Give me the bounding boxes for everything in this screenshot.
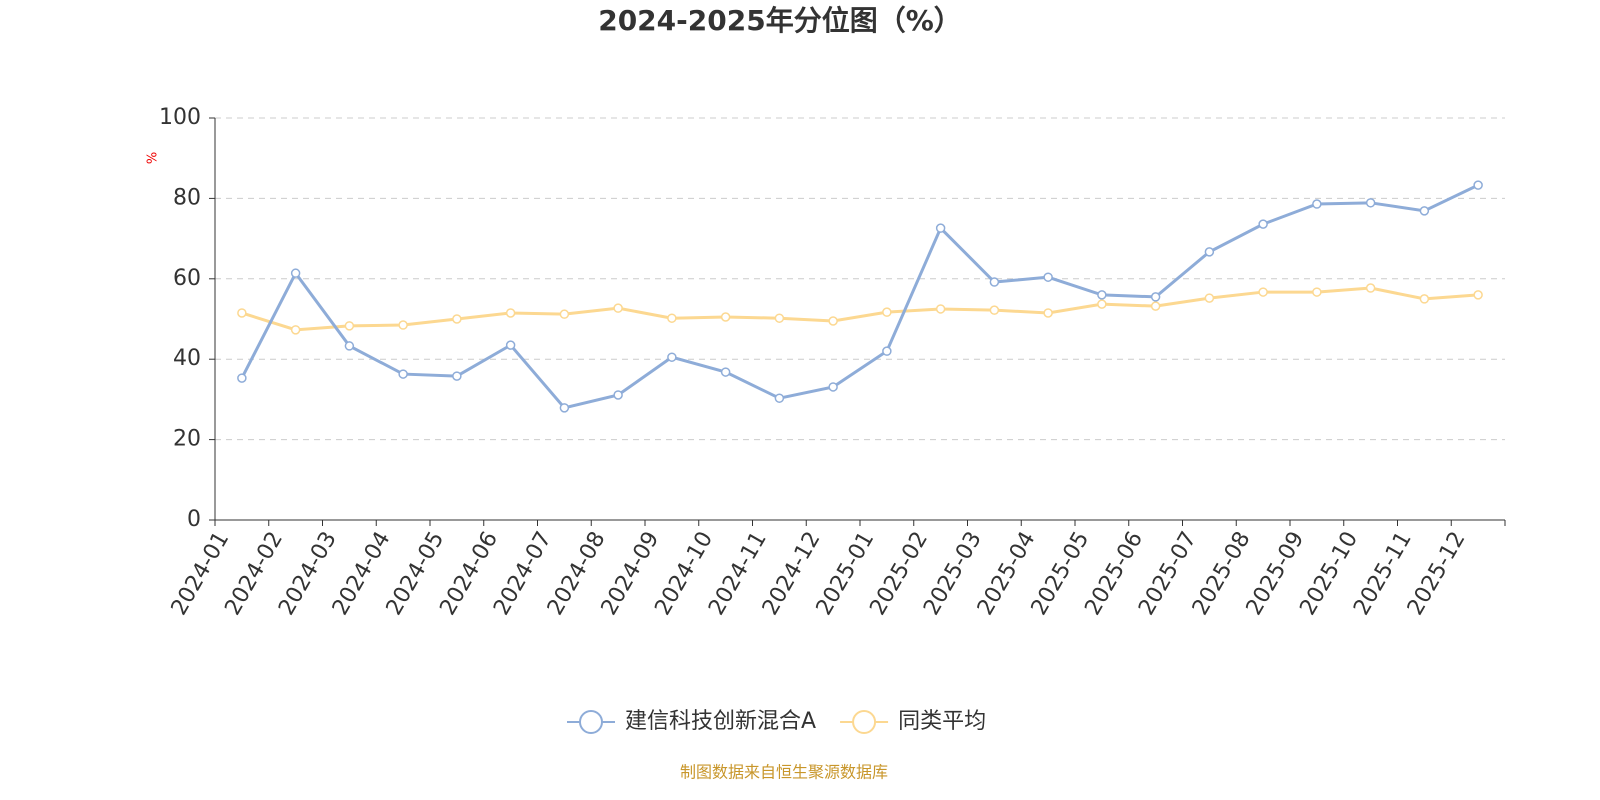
chart-title: 2024-2025年分位图（%） <box>598 4 962 37</box>
data-point <box>720 367 731 377</box>
data-point <box>1150 301 1161 311</box>
data-point <box>1258 219 1268 229</box>
data-point <box>1419 294 1430 304</box>
data-point <box>1365 198 1376 208</box>
data-point <box>559 309 570 319</box>
data-point <box>935 304 946 314</box>
data-point <box>398 320 408 330</box>
data-point <box>1204 247 1215 257</box>
data-point <box>1043 272 1053 282</box>
data-point <box>667 352 677 362</box>
data-point <box>882 307 892 317</box>
data-point <box>1365 283 1376 293</box>
data-point <box>1473 290 1483 300</box>
y-tick-label: 40 <box>173 346 201 371</box>
y-axis-label: % <box>146 152 161 164</box>
data-point <box>1097 299 1107 309</box>
legend-label: 同类平均 <box>898 709 986 734</box>
data-point <box>1312 287 1322 297</box>
legend-marker <box>579 710 603 734</box>
data-point <box>1204 293 1215 303</box>
legend-marker <box>852 710 877 734</box>
data-point <box>935 223 946 233</box>
y-tick-label: 80 <box>173 185 201 210</box>
series-line <box>241 286 1479 332</box>
data-point <box>1473 180 1483 190</box>
data-point <box>452 314 462 324</box>
data-point <box>828 382 838 392</box>
data-point <box>398 369 408 379</box>
data-point <box>290 268 301 278</box>
data-point <box>613 390 623 400</box>
data-point <box>989 305 1000 315</box>
data-point <box>505 340 516 350</box>
legend-label: 建信科技创新混合A <box>625 709 816 734</box>
data-point <box>1150 292 1161 302</box>
data-point <box>559 403 570 413</box>
series-line <box>240 183 1479 410</box>
data-point <box>1312 199 1322 209</box>
data-point <box>774 393 785 403</box>
data-point <box>1097 290 1107 300</box>
data-point <box>344 321 355 331</box>
y-tick-label: 60 <box>173 266 201 291</box>
data-point <box>1258 287 1268 297</box>
data-point <box>237 308 247 318</box>
data-point <box>828 316 838 326</box>
data-point <box>505 308 516 318</box>
data-point <box>237 373 247 383</box>
data-point <box>882 346 892 356</box>
y-tick-label: 100 <box>159 105 201 130</box>
data-point <box>667 313 677 323</box>
data-point <box>720 312 731 322</box>
data-point <box>452 371 462 381</box>
data-point <box>613 303 623 313</box>
data-point <box>774 313 785 323</box>
data-point <box>1419 206 1430 216</box>
data-point <box>290 325 301 335</box>
data-point <box>1043 308 1053 318</box>
y-tick-label: 0 <box>187 507 201 532</box>
y-tick-label: 20 <box>173 427 201 452</box>
data-point <box>989 277 1000 287</box>
data-point <box>344 341 355 351</box>
source-note: 制图数据来自恒生聚源数据库 <box>680 763 888 782</box>
